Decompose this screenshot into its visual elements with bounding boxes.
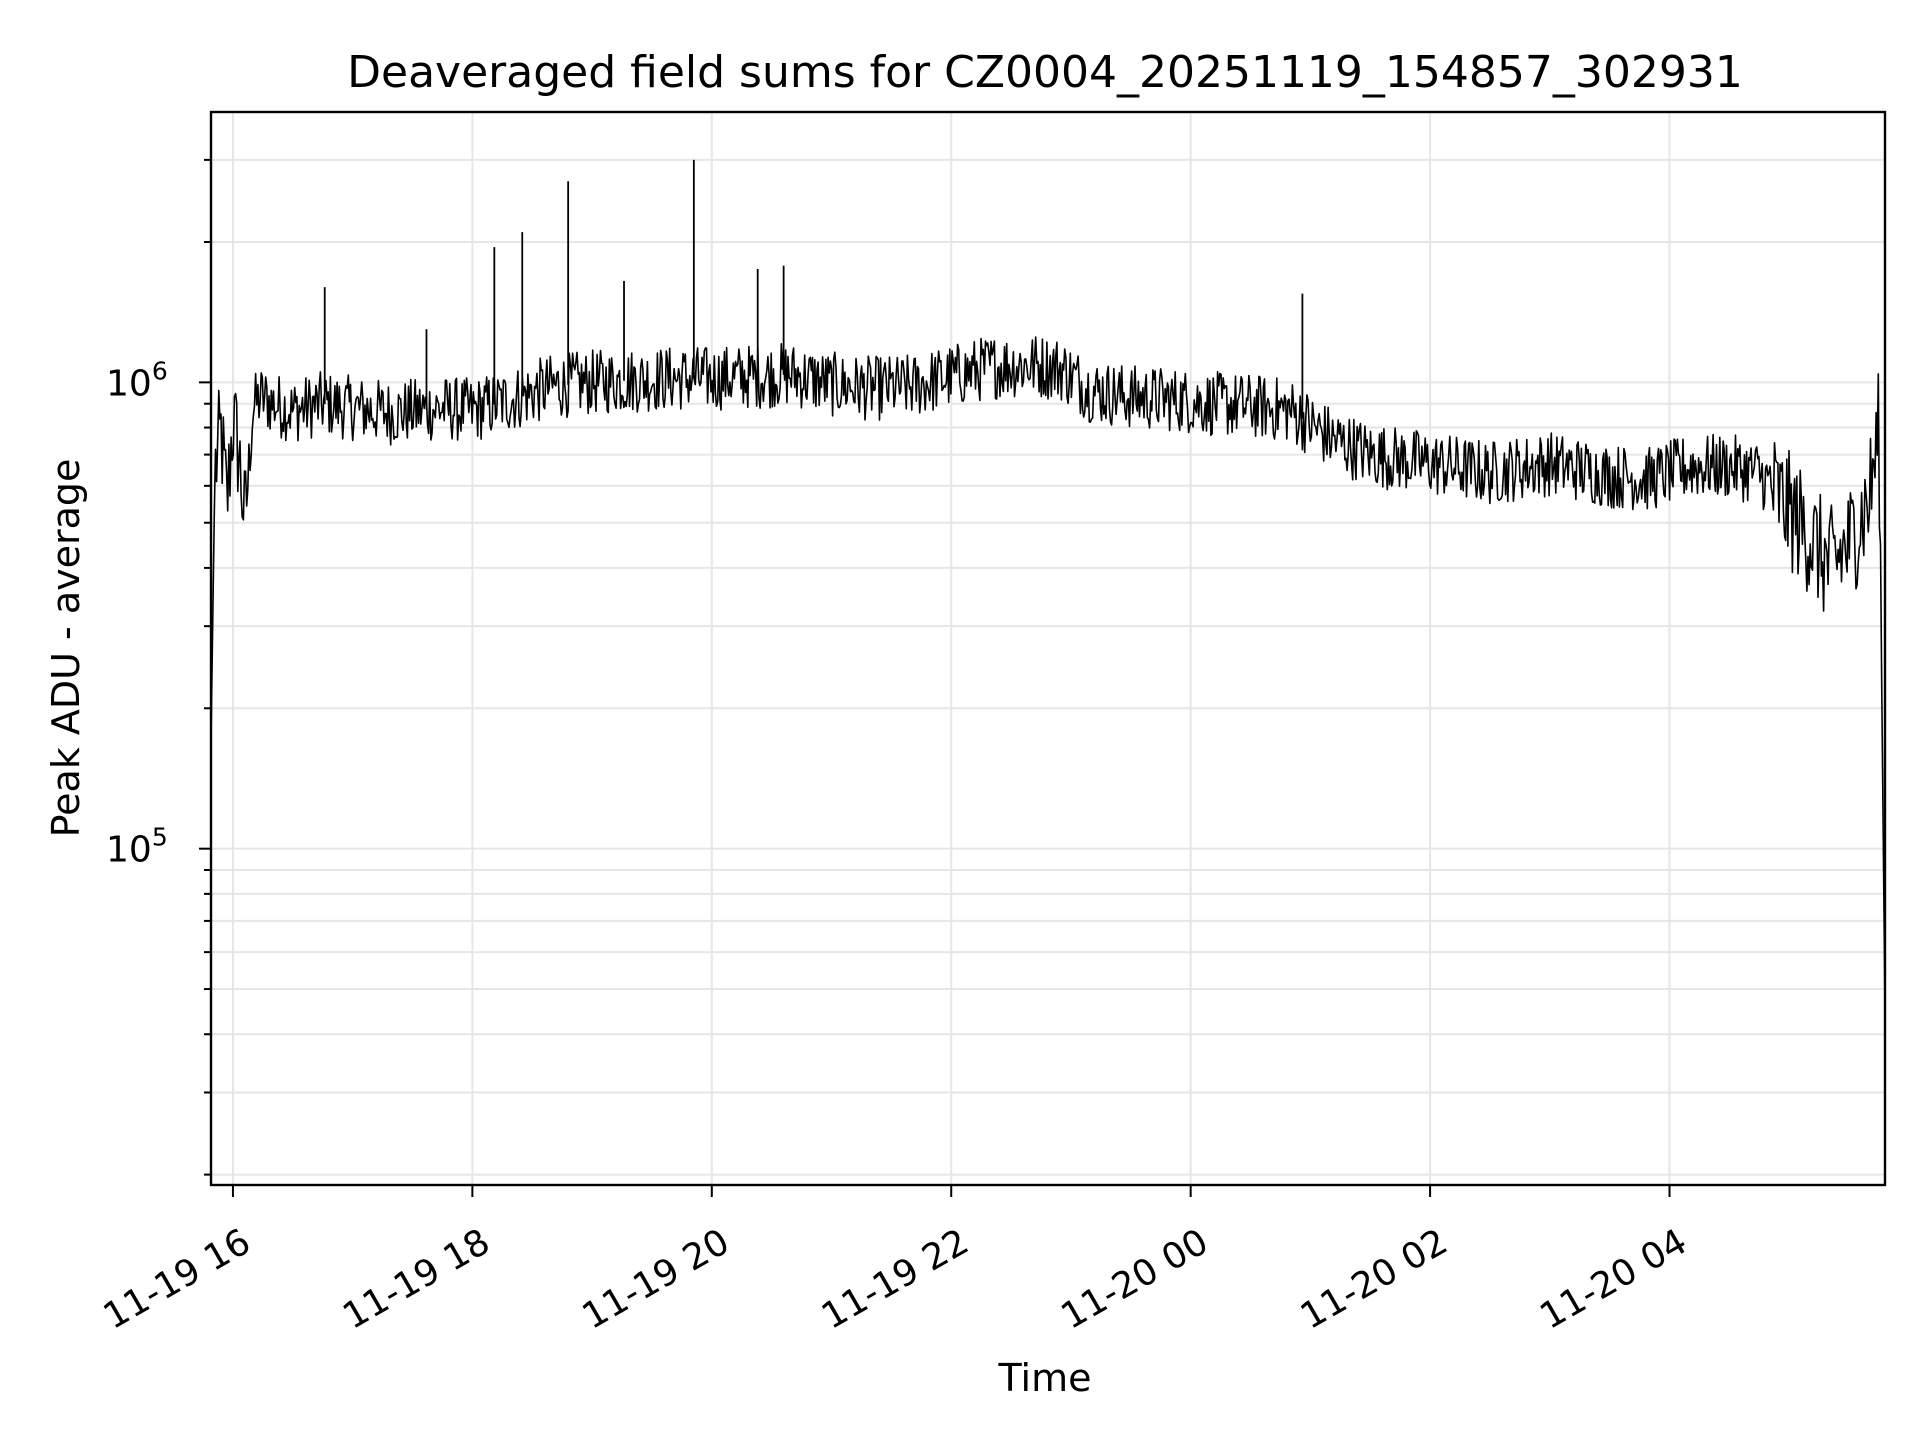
y-tick-base: 10: [106, 830, 152, 871]
y-tick-label: 106: [106, 356, 168, 404]
x-tick-label: 11-19 22: [815, 1221, 976, 1337]
data-series: [210, 159, 1886, 1011]
y-axis-label: Peak ADU - average: [44, 459, 88, 838]
y-tick-base: 10: [106, 363, 152, 404]
x-tick-label: 11-20 04: [1533, 1221, 1694, 1337]
x-tick-label: 11-19 20: [576, 1221, 737, 1337]
x-tick-label: 11-19 16: [97, 1221, 258, 1337]
x-tick-label: 11-20 02: [1294, 1221, 1455, 1337]
x-tick-label: 11-20 00: [1054, 1221, 1215, 1337]
plot-frame: [209, 110, 1887, 1187]
chart-title: Deaveraged field sums for CZ0004_2025111…: [347, 47, 1743, 98]
y-tick-exponent: 6: [152, 356, 168, 385]
axis-ticks: 11-19 16 11-19 18 11-19 20 11-19 22 11-20 00…: [97, 158, 1694, 1338]
x-axis-label: Time: [998, 1356, 1092, 1400]
x-tick-label: 11-19 18: [336, 1221, 497, 1337]
y-tick-label: 105: [106, 823, 168, 871]
data-line: [210, 336, 1886, 1011]
grid-lines: [211, 112, 1885, 1185]
y-tick-exponent: 5: [152, 823, 168, 852]
